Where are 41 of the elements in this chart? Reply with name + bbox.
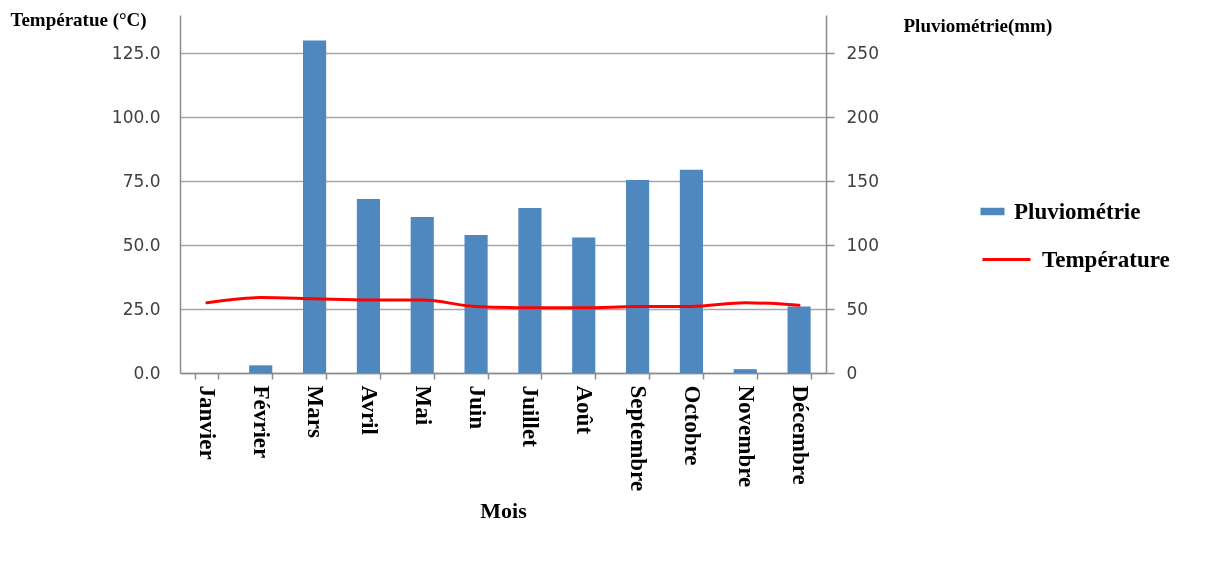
bar: [356, 199, 380, 373]
x-tick-label: Février: [249, 385, 275, 459]
bar: [572, 237, 596, 373]
x-tick-label: Septembre: [626, 385, 652, 492]
bar: [410, 217, 434, 373]
bar: [303, 40, 327, 373]
legend-label: Pluviométrie: [1014, 198, 1141, 224]
bar: [249, 365, 273, 373]
bar: [518, 208, 542, 373]
x-tick-label: Mai: [410, 385, 436, 426]
line-series: [205, 296, 801, 310]
y-tick-label: 50.0: [122, 234, 161, 255]
bar: [626, 179, 650, 373]
y-tick-label: 25.0: [122, 298, 161, 319]
x-tick-label: Mars: [303, 385, 329, 438]
bar: [733, 369, 757, 373]
x-axis-title: Mois: [480, 498, 528, 524]
y2-tick-label: 50: [846, 298, 869, 319]
x-tick-label: Octobre: [679, 385, 705, 466]
y-tick-label: 125.0: [111, 42, 161, 63]
bar: [679, 169, 703, 373]
legend-label: Température: [1042, 246, 1170, 272]
y2-tick-label: 100: [846, 234, 879, 255]
y2-tick-label: 150: [846, 170, 879, 191]
x-tick-label: Juillet: [518, 385, 544, 448]
y-axis-title: Températue (°C): [10, 8, 147, 31]
y-tick-label: 75.0: [122, 170, 161, 191]
x-tick-label: Janvier: [195, 385, 221, 460]
y2-tick-label: 0: [846, 362, 858, 383]
x-tick-label: Décembre: [787, 385, 813, 485]
y-tick-label: 100.0: [111, 106, 161, 127]
y2-axis-title: Pluviométrie(mm): [903, 14, 1053, 37]
x-tick-label: Juin: [464, 385, 490, 430]
y2-tick-label: 250: [846, 42, 879, 63]
bar: [787, 306, 811, 373]
x-tick-label: Avril: [356, 385, 382, 435]
x-tick-label: Novembre: [733, 385, 759, 488]
x-tick-label: Août: [572, 385, 598, 435]
bar: [464, 234, 488, 373]
y-tick-label: 0.0: [133, 362, 161, 383]
y2-tick-label: 200: [846, 106, 879, 127]
